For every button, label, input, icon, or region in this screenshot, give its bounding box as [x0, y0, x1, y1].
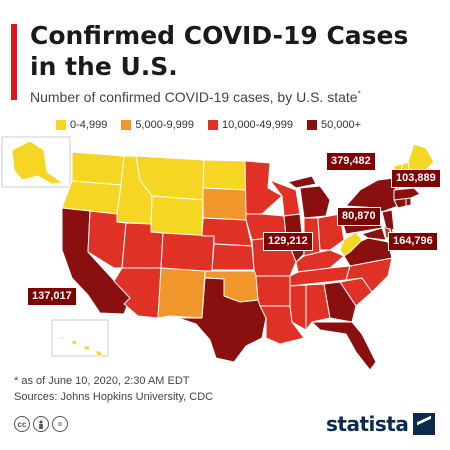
cc-icon[interactable]: cc [14, 416, 30, 432]
title-line-1: Confirmed COVID-19 Cases [30, 21, 409, 50]
massachusetts [393, 187, 421, 201]
legend: 0-4,999 5,000-9,999 10,000-49,999 50,000… [56, 119, 361, 131]
license-icons: cc = [14, 416, 68, 432]
alabama [305, 283, 331, 331]
callout-new-jersey: 164,796 [388, 232, 438, 251]
callout-pennsylvania: 80,870 [337, 207, 381, 226]
subtitle-text: Number of confirmed COVID-19 cases, by U… [30, 89, 358, 105]
subtitle-footnote-mark: * [357, 89, 361, 99]
mississippi [289, 284, 307, 331]
statista-wordmark: statista [326, 412, 409, 436]
title-line-2: in the U.S. [30, 52, 178, 81]
arkansas [255, 275, 291, 307]
callout-illinois: 129,212 [263, 232, 313, 251]
title-accent-bar [11, 24, 17, 100]
statista-logo-icon [413, 413, 436, 435]
south-dakota [202, 187, 247, 221]
washington [71, 151, 125, 186]
footnote-date: * as of June 10, 2020, 2:30 AM EDT [14, 375, 190, 387]
person-icon[interactable] [33, 416, 49, 432]
statista-brand[interactable]: statista [326, 412, 436, 436]
callout-california: 137,017 [27, 287, 77, 306]
wyoming [150, 195, 204, 237]
colorado [160, 232, 215, 273]
legend-item-high: 10,000-49,999 [208, 119, 293, 131]
florida [311, 321, 377, 371]
new-jersey-leader-line [389, 224, 393, 233]
equals-icon[interactable]: = [52, 416, 68, 432]
legend-item-mid: 5,000-9,999 [121, 119, 194, 131]
legend-swatch-mid [121, 120, 132, 130]
legend-swatch-low [56, 120, 66, 130]
maryland [361, 227, 387, 241]
footnote: * as of June 10, 2020, 2:30 AM EDT Sourc… [14, 373, 213, 405]
michigan [287, 175, 331, 219]
legend-label-mid: 5,000-9,999 [135, 119, 195, 131]
north-dakota [202, 159, 247, 191]
legend-label-low: 0-4,999 [70, 119, 108, 131]
callout-new-york: 379,482 [326, 152, 376, 171]
hawaii-inset-frame [51, 319, 109, 357]
rhode-island [405, 197, 412, 207]
subtitle: Number of confirmed COVID-19 cases, by U… [30, 89, 361, 105]
new-mexico [157, 267, 206, 319]
kansas [211, 243, 255, 271]
hawaii [59, 335, 104, 358]
alaska [11, 140, 64, 185]
texas [177, 277, 267, 363]
alaska-inset-frame [1, 136, 71, 188]
georgia [323, 281, 357, 323]
new-jersey [381, 209, 395, 231]
legend-swatch-very-high [306, 120, 317, 130]
legend-item-low: 0-4,999 [56, 119, 107, 131]
legend-swatch-high [208, 120, 219, 130]
footnote-sources: Sources: Johns Hopkins University, CDC [14, 391, 214, 403]
page-title: Confirmed COVID-19 Cases in the U.S. [30, 20, 430, 82]
callout-massachusetts: 103,889 [391, 169, 441, 188]
legend-label-high: 10,000-49,999 [222, 119, 293, 131]
legend-item-very-high: 50,000+ [306, 119, 362, 131]
legend-label-very-high: 50,000+ [320, 119, 362, 131]
